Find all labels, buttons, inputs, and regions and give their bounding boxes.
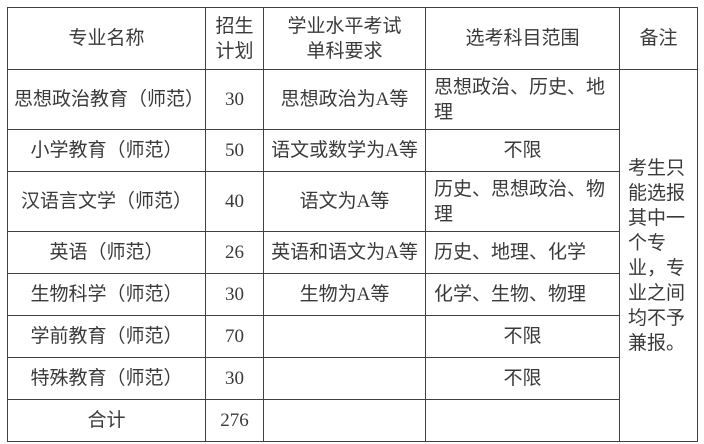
major-cell: 学前教育（师范）: [7, 315, 206, 358]
major-cell: 思想政治教育（师范）: [7, 69, 206, 130]
major-cell: 生物科学（师范）: [7, 273, 206, 316]
col-header-plan: 招生 计划: [205, 7, 264, 70]
subjects-cell: 历史、地理、化学: [425, 231, 620, 274]
exam-cell: 语文为A等: [263, 171, 426, 232]
subjects-cell: 不限: [425, 129, 620, 172]
plan-cell: 70: [205, 315, 264, 358]
table-row: 学前教育（师范） 70 不限: [7, 315, 698, 358]
col-header-major: 专业名称: [7, 7, 206, 70]
subjects-cell: [425, 399, 620, 442]
exam-cell: 英语和语文为A等: [263, 231, 426, 274]
table-row: 小学教育（师范） 50 语文或数学为A等 不限: [7, 129, 698, 172]
total-row: 合计 276: [7, 399, 698, 442]
subjects-cell: 不限: [425, 357, 620, 400]
exam-cell: [263, 357, 426, 400]
header-row: 专业名称 招生 计划 学业水平考试 单科要求 选考科目范围 备注: [7, 7, 698, 70]
remark-cell: 考生只能选报其中一个专业，专业之间均不予兼报。: [619, 69, 698, 442]
subjects-cell: 化学、生物、物理: [425, 273, 620, 316]
total-plan-cell: 276: [205, 399, 264, 442]
admissions-table: 专业名称 招生 计划 学业水平考试 单科要求 选考科目范围 备注 思想政治教育（…: [7, 7, 698, 442]
exam-cell: [263, 315, 426, 358]
table-row: 思想政治教育（师范） 30 思想政治为A等 思想政治、历史、地理 考生只能选报其…: [7, 69, 698, 442]
plan-cell: 30: [205, 69, 264, 130]
major-cell: 小学教育（师范）: [7, 129, 206, 172]
plan-cell: 30: [205, 357, 264, 400]
major-cell: 汉语言文学（师范）: [7, 171, 206, 232]
exam-cell: 生物为A等: [263, 273, 426, 316]
exam-cell: 思想政治为A等: [263, 69, 426, 130]
major-cell: 英语（师范）: [7, 231, 206, 274]
plan-cell: 26: [205, 231, 264, 274]
subjects-cell: 不限: [425, 315, 620, 358]
col-header-subjects: 选考科目范围: [425, 7, 620, 70]
plan-cell: 30: [205, 273, 264, 316]
plan-cell: 40: [205, 171, 264, 232]
table-row: 英语（师范） 26 英语和语文为A等 历史、地理、化学: [7, 231, 698, 274]
plan-cell: 50: [205, 129, 264, 172]
table-row: 汉语言文学（师范） 40 语文为A等 历史、思想政治、物理: [7, 171, 698, 232]
exam-cell: 语文或数学为A等: [263, 129, 426, 172]
col-header-exam: 学业水平考试 单科要求: [263, 7, 426, 70]
major-cell: 特殊教育（师范）: [7, 357, 206, 400]
exam-cell: [263, 399, 426, 442]
subjects-cell: 历史、思想政治、物理: [425, 171, 620, 232]
table-row: 生物科学（师范） 30 生物为A等 化学、生物、物理: [7, 273, 698, 316]
subjects-cell: 思想政治、历史、地理: [425, 69, 620, 130]
col-header-remark: 备注: [619, 7, 698, 70]
table-row: 特殊教育（师范） 30 不限: [7, 357, 698, 400]
total-label-cell: 合计: [7, 399, 206, 442]
